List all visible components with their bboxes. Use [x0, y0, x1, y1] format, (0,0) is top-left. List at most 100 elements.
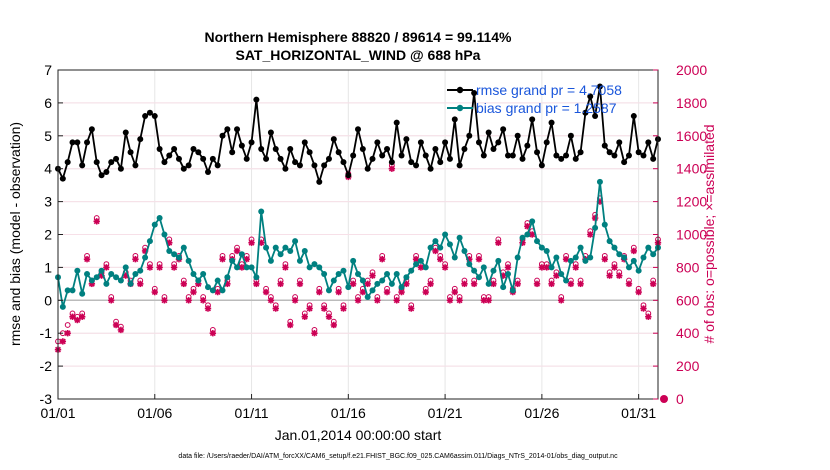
data-point: [350, 152, 357, 159]
data-point: [103, 280, 110, 287]
data-point: [205, 168, 211, 175]
legend-rmse-marker: [456, 86, 464, 94]
data-point: [248, 264, 255, 271]
y-axis-ticks: -3 -2 -1 0 1 2 3 4 5 6 7: [40, 62, 63, 407]
data-point: [258, 145, 265, 152]
data-point: [272, 244, 279, 251]
obs-possible-point: [495, 236, 502, 243]
data-point: [466, 261, 473, 268]
data-point: [587, 254, 594, 261]
data-point: [64, 287, 71, 294]
data-point: [84, 270, 91, 277]
data-point: [398, 152, 405, 159]
data-point: [403, 136, 410, 143]
data-point: [475, 274, 482, 281]
y-right-tick-label: 400: [676, 325, 700, 341]
data-point: [93, 159, 100, 166]
data-point: [509, 152, 516, 159]
data-point: [64, 159, 71, 166]
y-right-tick-label: 1000: [676, 227, 707, 243]
obs-possible-point: [171, 261, 178, 268]
data-point: [355, 126, 361, 133]
data-point: [282, 244, 289, 251]
data-point: [79, 162, 86, 169]
x-tick-label: 01/26: [524, 405, 559, 421]
obs-possible-point: [369, 269, 376, 276]
data-point: [500, 284, 507, 291]
y-tick-label: 7: [44, 62, 52, 78]
data-point: [234, 264, 241, 271]
data-point: [142, 113, 149, 120]
y-right-tick-label: 800: [676, 259, 700, 275]
data-point: [422, 152, 429, 159]
data-point: [267, 129, 274, 136]
obs-possible-point: [485, 294, 492, 300]
legend: rmse grand pr = 4.7058 bias grand pr = 1…: [447, 82, 622, 116]
obs-possible-point: [93, 215, 100, 221]
data-point: [645, 139, 652, 146]
data-point: [582, 257, 589, 264]
data-point: [553, 254, 560, 261]
data-point: [625, 264, 632, 271]
data-point: [596, 178, 603, 185]
data-point: [374, 139, 381, 146]
data-point: [611, 152, 618, 159]
data-point: [413, 261, 420, 268]
y-tick-label: 4: [44, 161, 52, 177]
data-point: [480, 152, 487, 159]
data-point: [471, 267, 478, 274]
data-point: [277, 251, 284, 258]
data-point: [480, 264, 487, 271]
data-point: [616, 139, 623, 146]
data-point: [200, 270, 207, 277]
data-point: [553, 152, 560, 159]
obs-possible-point: [427, 277, 434, 284]
data-point: [630, 113, 637, 120]
data-point: [485, 280, 492, 287]
obs-possible-point: [437, 252, 444, 259]
data-point: [248, 139, 255, 146]
data-point: [287, 145, 294, 152]
bias-series: [55, 178, 661, 310]
data-point: [558, 155, 565, 162]
data-point: [359, 145, 366, 152]
data-point: [340, 267, 347, 274]
data-point: [113, 274, 120, 281]
data-point: [456, 234, 463, 241]
obs-possible-point: [326, 310, 332, 317]
data-point: [432, 238, 439, 245]
data-point: [234, 126, 241, 133]
data-point: [253, 96, 260, 103]
data-point: [538, 244, 545, 251]
data-file-footnote: data file: /Users/raeder/DAI/ATM_forcXX/…: [178, 453, 618, 460]
obs-possible-point: [268, 294, 274, 300]
data-point: [238, 251, 245, 258]
x-tick-label: 01/11: [235, 405, 269, 421]
data-point: [229, 149, 236, 156]
obs-possible-point: [113, 318, 119, 325]
obs-possible-point: [200, 294, 207, 300]
data-point: [209, 287, 216, 294]
obs-possible-point: [616, 269, 623, 276]
data-point: [393, 270, 400, 277]
data-point: [175, 254, 182, 261]
y-tick-label: 6: [44, 95, 52, 111]
obs-possible-point: [606, 269, 613, 276]
obs-possible-point: [476, 252, 482, 259]
data-point: [180, 165, 187, 172]
obs-possible-point: [84, 252, 90, 259]
data-point: [350, 257, 357, 264]
data-point: [166, 152, 173, 159]
obs-possible-point: [611, 261, 618, 268]
y-tick-label: -1: [40, 325, 53, 341]
data-point: [190, 270, 197, 277]
legend-bias-label: bias grand pr = 1.2587: [476, 100, 617, 116]
data-point: [103, 168, 110, 175]
obs-possible-point: [185, 294, 192, 300]
obs-possible-point: [79, 310, 86, 317]
data-point: [209, 155, 216, 162]
data-point: [567, 257, 574, 264]
x-tick-label: 01/06: [137, 405, 172, 421]
y-right-tick-label: 1800: [676, 95, 707, 111]
data-point: [514, 254, 521, 261]
